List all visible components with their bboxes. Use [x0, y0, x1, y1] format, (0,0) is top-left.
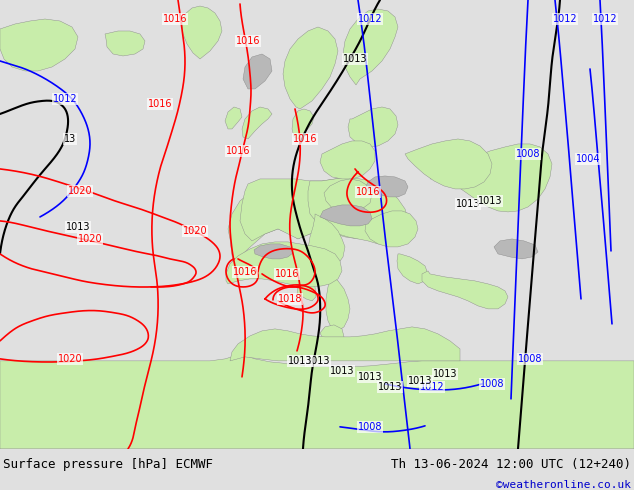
Text: 1016: 1016 — [226, 146, 250, 156]
Polygon shape — [365, 211, 418, 247]
Text: 1016: 1016 — [293, 134, 317, 144]
Polygon shape — [228, 181, 320, 264]
Text: 1016: 1016 — [163, 14, 187, 24]
Text: 1018: 1018 — [278, 294, 302, 304]
Polygon shape — [320, 325, 344, 341]
Text: 1013: 1013 — [306, 356, 330, 366]
Text: 1013: 1013 — [378, 382, 402, 392]
Polygon shape — [422, 271, 508, 309]
Text: 1013: 1013 — [358, 372, 382, 382]
Polygon shape — [243, 54, 272, 89]
Text: 1013: 1013 — [433, 369, 457, 379]
Polygon shape — [494, 239, 538, 259]
Polygon shape — [226, 242, 342, 287]
Text: 1012: 1012 — [420, 382, 444, 392]
Text: 1012: 1012 — [358, 14, 382, 24]
Polygon shape — [105, 31, 145, 56]
Polygon shape — [0, 354, 634, 449]
Polygon shape — [225, 107, 242, 129]
Text: 1013: 1013 — [343, 54, 367, 64]
Polygon shape — [292, 109, 314, 139]
Polygon shape — [348, 107, 398, 147]
Text: 1020: 1020 — [58, 354, 82, 364]
Polygon shape — [297, 281, 316, 301]
Text: 1013: 1013 — [478, 196, 502, 206]
Text: 1013: 1013 — [456, 199, 480, 209]
Text: Th 13-06-2024 12:00 UTC (12+240): Th 13-06-2024 12:00 UTC (12+240) — [391, 458, 631, 471]
Polygon shape — [308, 177, 408, 244]
Text: 1020: 1020 — [68, 186, 93, 196]
Polygon shape — [365, 176, 408, 197]
Text: Surface pressure [hPa] ECMWF: Surface pressure [hPa] ECMWF — [3, 458, 213, 471]
Polygon shape — [430, 144, 552, 212]
Text: 1016: 1016 — [236, 36, 260, 46]
Polygon shape — [283, 27, 338, 109]
Text: 1020: 1020 — [183, 226, 207, 236]
Text: 1012: 1012 — [53, 94, 77, 104]
Text: 1013: 1013 — [408, 376, 432, 386]
Polygon shape — [182, 6, 222, 59]
Text: 1020: 1020 — [78, 234, 102, 244]
Polygon shape — [254, 244, 293, 259]
Text: 1008: 1008 — [480, 379, 504, 389]
Polygon shape — [289, 262, 306, 279]
Polygon shape — [242, 107, 272, 139]
Text: 1008: 1008 — [515, 149, 540, 159]
Polygon shape — [0, 19, 78, 71]
Text: ©weatheronline.co.uk: ©weatheronline.co.uk — [496, 480, 631, 490]
Text: 1008: 1008 — [518, 354, 542, 364]
Polygon shape — [324, 179, 372, 212]
Text: 1016: 1016 — [233, 267, 257, 277]
Text: 13: 13 — [64, 134, 76, 144]
Polygon shape — [320, 141, 375, 179]
Text: 1016: 1016 — [148, 99, 172, 109]
Polygon shape — [308, 214, 345, 271]
Text: 1008: 1008 — [358, 422, 382, 432]
Text: 1013: 1013 — [330, 366, 354, 376]
Polygon shape — [397, 254, 428, 284]
Polygon shape — [240, 177, 378, 241]
Text: 1016: 1016 — [356, 187, 380, 197]
Polygon shape — [230, 327, 460, 361]
Polygon shape — [405, 139, 492, 189]
Text: 1013: 1013 — [66, 222, 90, 232]
Polygon shape — [320, 205, 372, 226]
Text: 1004: 1004 — [576, 154, 600, 164]
Text: 1016: 1016 — [275, 269, 299, 279]
Polygon shape — [326, 274, 350, 331]
Text: 1013: 1013 — [288, 356, 313, 366]
Text: 1012: 1012 — [593, 14, 618, 24]
Text: 1012: 1012 — [553, 14, 578, 24]
Polygon shape — [343, 9, 398, 85]
